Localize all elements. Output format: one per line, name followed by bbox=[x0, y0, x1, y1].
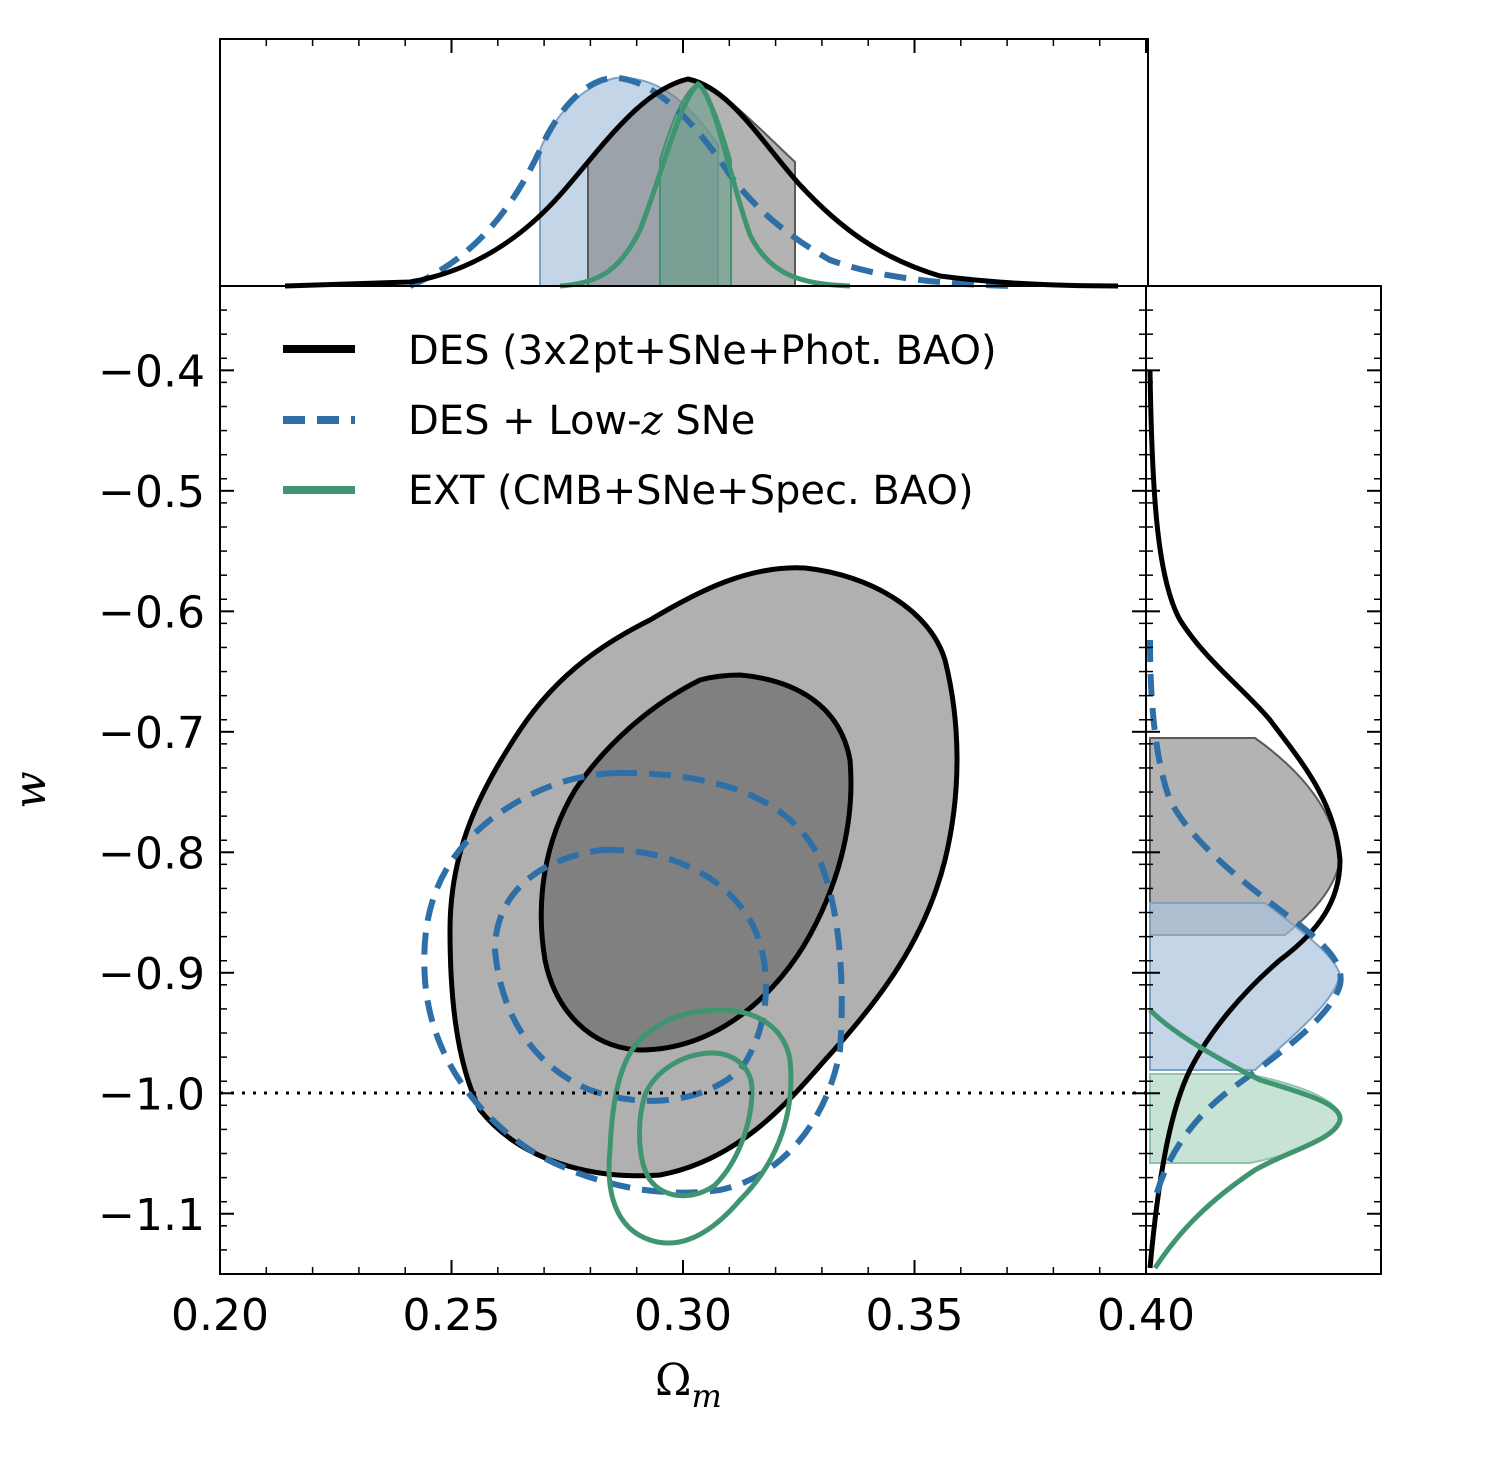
legend-label-des-lowz: DES + Low-z SNe bbox=[408, 398, 755, 444]
y-tick-label: −1.1 bbox=[98, 1190, 205, 1241]
y-tick-label: −0.7 bbox=[98, 708, 205, 759]
x-tick-label: 0.40 bbox=[1097, 1290, 1195, 1341]
y-tick-label: −0.8 bbox=[98, 828, 205, 879]
y-axis-ticks: −0.4 −0.5 −0.6 −0.7 −0.8 −0.9 −1.0 −1.1 bbox=[98, 285, 1381, 1275]
main-panel bbox=[219, 285, 1147, 1275]
x-tick-label: 0.35 bbox=[866, 1290, 964, 1341]
x-tick-label: 0.30 bbox=[634, 1290, 732, 1341]
right-marginal-panel bbox=[1145, 285, 1382, 1275]
y-tick-label: −1.0 bbox=[98, 1069, 205, 1120]
y-tick-label: −0.5 bbox=[98, 467, 205, 518]
ext-contour-95 bbox=[606, 1007, 794, 1246]
top-marginal-panel bbox=[219, 38, 1149, 289]
x-tick-label: 0.25 bbox=[403, 1290, 501, 1341]
legend-label-ext: EXT (CMB+SNe+Spec. BAO) bbox=[408, 468, 974, 514]
des-lowz-contour-95 bbox=[421, 769, 845, 1196]
right-curve-des-lowz bbox=[1147, 639, 1344, 1201]
right-curve-ext bbox=[1148, 1008, 1343, 1270]
top-curve-ext bbox=[559, 80, 851, 289]
legend-label-des: DES (3x2pt+SNe+Phot. BAO) bbox=[408, 328, 997, 374]
x-axis-ticks: 0.20 0.25 0.30 0.35 0.40 bbox=[171, 39, 1195, 1341]
x-axis-label: Ωm bbox=[655, 1355, 722, 1415]
ext-contour-68 bbox=[637, 1050, 755, 1199]
right-panel-frame bbox=[1145, 285, 1382, 1275]
x-tick-label: 0.20 bbox=[171, 1290, 269, 1341]
y-tick-label: −0.6 bbox=[98, 587, 205, 638]
y-tick-label: −0.9 bbox=[98, 949, 205, 1000]
legend: DES (3x2pt+SNe+Phot. BAO) DES + Low-z SN… bbox=[283, 328, 997, 514]
top-curve-des bbox=[284, 76, 1119, 289]
des-lowz-contour-68 bbox=[491, 846, 769, 1104]
des-contour-68 bbox=[538, 672, 854, 1053]
y-axis-label: w bbox=[5, 771, 56, 809]
y-tick-label: −0.4 bbox=[98, 346, 205, 397]
top-curve-des-lowz bbox=[408, 74, 1011, 289]
right-curve-des bbox=[1147, 369, 1343, 1269]
